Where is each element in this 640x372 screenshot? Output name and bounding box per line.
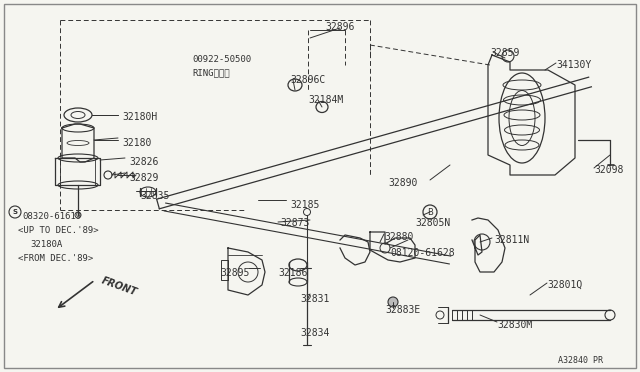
Text: 32184M: 32184M — [308, 95, 343, 105]
Text: 32180A: 32180A — [30, 240, 62, 249]
Ellipse shape — [58, 181, 98, 189]
Text: 08120-61628: 08120-61628 — [390, 248, 454, 258]
Text: 32859: 32859 — [490, 48, 520, 58]
Text: 32801Q: 32801Q — [547, 280, 582, 290]
Text: 32895: 32895 — [220, 268, 250, 278]
Ellipse shape — [289, 278, 307, 286]
Text: 08320-61619: 08320-61619 — [22, 212, 81, 221]
Text: 32873: 32873 — [280, 218, 309, 228]
Text: 00922-50500: 00922-50500 — [192, 55, 251, 64]
Text: 32890: 32890 — [388, 178, 417, 188]
Text: A32840 PR: A32840 PR — [558, 356, 603, 365]
Ellipse shape — [62, 124, 94, 132]
Text: 32896: 32896 — [325, 22, 355, 32]
Text: 34130Y: 34130Y — [556, 60, 591, 70]
Text: 32826: 32826 — [129, 157, 158, 167]
Ellipse shape — [140, 187, 156, 197]
Text: RINGリング: RINGリング — [192, 68, 230, 77]
Circle shape — [75, 212, 81, 218]
Circle shape — [303, 208, 310, 215]
Text: 32880: 32880 — [384, 232, 413, 242]
Text: 32835: 32835 — [140, 191, 170, 201]
Text: 32883E: 32883E — [385, 305, 420, 315]
Text: <FROM DEC.'89>: <FROM DEC.'89> — [18, 254, 93, 263]
Ellipse shape — [316, 102, 328, 112]
Text: 32831: 32831 — [300, 294, 330, 304]
Text: 32180H: 32180H — [122, 112, 157, 122]
Text: FRONT: FRONT — [100, 275, 138, 297]
Text: 32185: 32185 — [290, 200, 319, 210]
Text: 32830M: 32830M — [497, 320, 532, 330]
Text: B: B — [427, 208, 433, 217]
Bar — [221, 260, 228, 280]
Text: 32834: 32834 — [300, 328, 330, 338]
Text: S: S — [13, 209, 17, 215]
Ellipse shape — [288, 79, 302, 91]
Text: 32829: 32829 — [129, 173, 158, 183]
Text: 32098: 32098 — [594, 165, 623, 175]
Text: 32896C: 32896C — [290, 75, 325, 85]
Ellipse shape — [58, 154, 98, 162]
Text: 32180: 32180 — [122, 138, 152, 148]
Circle shape — [104, 171, 112, 179]
Text: <UP TO DEC.'89>: <UP TO DEC.'89> — [18, 226, 99, 235]
Text: 32186: 32186 — [278, 268, 307, 278]
Text: 32805N: 32805N — [415, 218, 451, 228]
Text: 32811N: 32811N — [494, 235, 529, 245]
Ellipse shape — [289, 259, 307, 271]
Circle shape — [388, 297, 398, 307]
Ellipse shape — [605, 310, 615, 320]
